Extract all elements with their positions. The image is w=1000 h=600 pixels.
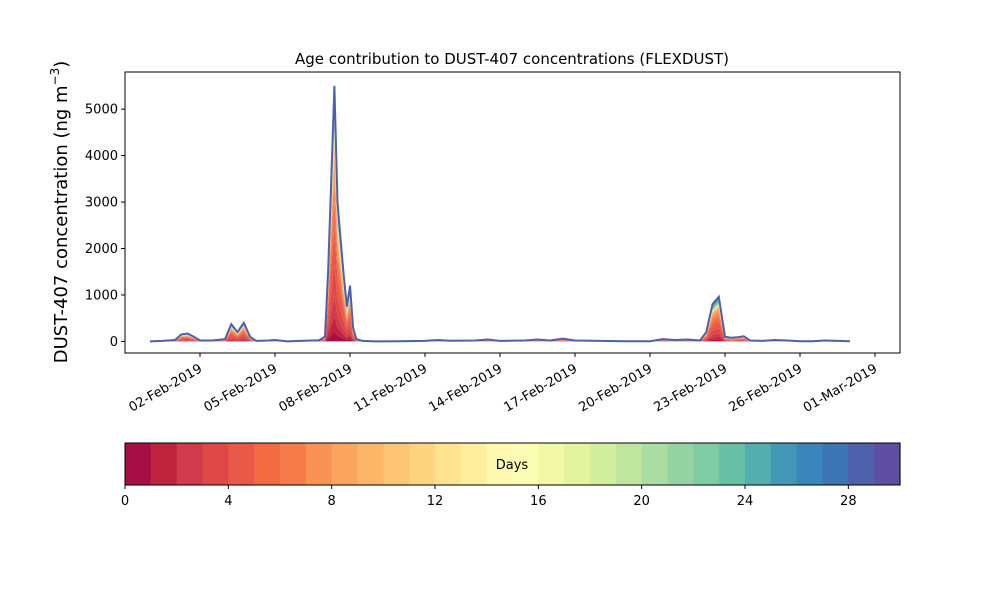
colorbar-swatch bbox=[357, 443, 384, 485]
colorbar-swatch bbox=[848, 443, 875, 485]
age-layer-9 bbox=[150, 142, 850, 342]
colorbar-swatch bbox=[202, 443, 229, 485]
x-tick-label: 23-Feb-2019 bbox=[651, 361, 730, 415]
x-tick-label: 17-Feb-2019 bbox=[501, 361, 580, 415]
colorbar-tick-label: 20 bbox=[633, 494, 650, 509]
colorbar: 0 4 8 12 16 20 24 28 bbox=[121, 443, 901, 509]
x-tick-label: 14-Feb-2019 bbox=[426, 361, 505, 415]
age-layer-6 bbox=[150, 183, 850, 342]
colorbar-tick-label: 16 bbox=[530, 494, 547, 509]
y-tick-label: 0 bbox=[110, 335, 118, 350]
colorbar-swatch bbox=[745, 443, 772, 485]
colorbar-tick-label: 12 bbox=[427, 494, 444, 509]
y-axis-label: DUST-407 concentration (ng m−3) bbox=[48, 61, 72, 364]
colorbar-swatch bbox=[641, 443, 669, 485]
colorbar-swatch bbox=[693, 443, 720, 485]
age-layer-12 bbox=[150, 106, 850, 342]
colorbar-swatch bbox=[176, 443, 204, 485]
chart-title: Age contribution to DUST-407 concentrati… bbox=[295, 50, 729, 68]
colorbar-swatch bbox=[305, 443, 333, 485]
colorbar-swatch bbox=[512, 443, 539, 485]
colorbar-tick-label: 0 bbox=[121, 494, 129, 509]
age-layer-8 bbox=[150, 154, 850, 342]
x-tick-label: 02-Feb-2019 bbox=[126, 361, 205, 415]
y-axis-label-exponent: −3 bbox=[48, 68, 62, 86]
colorbar-swatch bbox=[409, 443, 436, 485]
colorbar-swatch bbox=[590, 443, 617, 485]
colorbar-swatch bbox=[383, 443, 410, 485]
x-tick-label: 01-Mar-2019 bbox=[801, 361, 880, 415]
colorbar-frame bbox=[124, 442, 901, 486]
colorbar-swatch bbox=[770, 443, 798, 485]
age-layer-10 bbox=[150, 129, 850, 342]
x-axis: 02-Feb-201905-Feb-201908-Feb-201911-Feb-… bbox=[126, 353, 880, 416]
colorbar-swatch bbox=[486, 443, 514, 485]
colorbar-swatch bbox=[254, 443, 281, 485]
x-tick-label: 08-Feb-2019 bbox=[276, 361, 355, 415]
age-layer-15 bbox=[150, 91, 850, 342]
colorbar-label: Days bbox=[496, 458, 529, 473]
age-layer-2 bbox=[150, 295, 850, 342]
colorbar-swatch bbox=[822, 443, 849, 485]
y-tick-label: 5000 bbox=[85, 103, 118, 118]
y-tick-label: 3000 bbox=[85, 196, 118, 211]
y-tick-label: 1000 bbox=[85, 288, 118, 303]
colorbar-tick-label: 4 bbox=[224, 494, 232, 509]
colorbar-swatch bbox=[874, 443, 901, 485]
y-axis: 0 1000 2000 3000 4000 5000 bbox=[85, 103, 125, 350]
x-tick-label: 05-Feb-2019 bbox=[201, 361, 280, 415]
total-series-line bbox=[149, 85, 851, 343]
age-layer-3 bbox=[150, 264, 850, 342]
colorbar-swatch bbox=[564, 443, 591, 485]
age-layer-16 bbox=[150, 85, 850, 342]
x-tick-label: 11-Feb-2019 bbox=[351, 361, 430, 415]
y-axis-label-close: ) bbox=[51, 61, 72, 68]
colorbar-swatch bbox=[331, 443, 359, 485]
colorbar-swatch bbox=[460, 443, 488, 485]
y-axis-label-main: DUST-407 concentration (ng m bbox=[51, 85, 72, 363]
colorbar-swatch bbox=[796, 443, 824, 485]
age-layer-11 bbox=[150, 116, 850, 342]
colorbar-swatch bbox=[538, 443, 565, 485]
age-layer-4 bbox=[150, 226, 850, 342]
y-tick-label: 2000 bbox=[85, 242, 118, 257]
colorbar-tick-label: 28 bbox=[840, 494, 857, 509]
age-layer-13 bbox=[150, 98, 850, 342]
colorbar-tick-label: 24 bbox=[737, 494, 754, 509]
colorbar-swatch bbox=[125, 443, 152, 485]
plot-frame bbox=[124, 71, 901, 354]
colorbar-swatch bbox=[150, 443, 178, 485]
plot-area bbox=[149, 85, 851, 343]
colorbar-swatch bbox=[615, 443, 643, 485]
y-tick-label: 4000 bbox=[85, 149, 118, 164]
age-layer-5 bbox=[150, 200, 850, 342]
colorbar-swatch bbox=[435, 443, 462, 485]
x-tick-label: 20-Feb-2019 bbox=[576, 361, 655, 415]
colorbar-swatch bbox=[667, 443, 694, 485]
colorbar-swatch bbox=[280, 443, 307, 485]
colorbar-swatch bbox=[719, 443, 746, 485]
age-layer-7 bbox=[150, 167, 850, 342]
age-layer-14 bbox=[150, 93, 850, 342]
x-tick-label: 26-Feb-2019 bbox=[726, 361, 805, 415]
colorbar-swatch bbox=[228, 443, 255, 485]
colorbar-tick-label: 8 bbox=[328, 494, 336, 509]
